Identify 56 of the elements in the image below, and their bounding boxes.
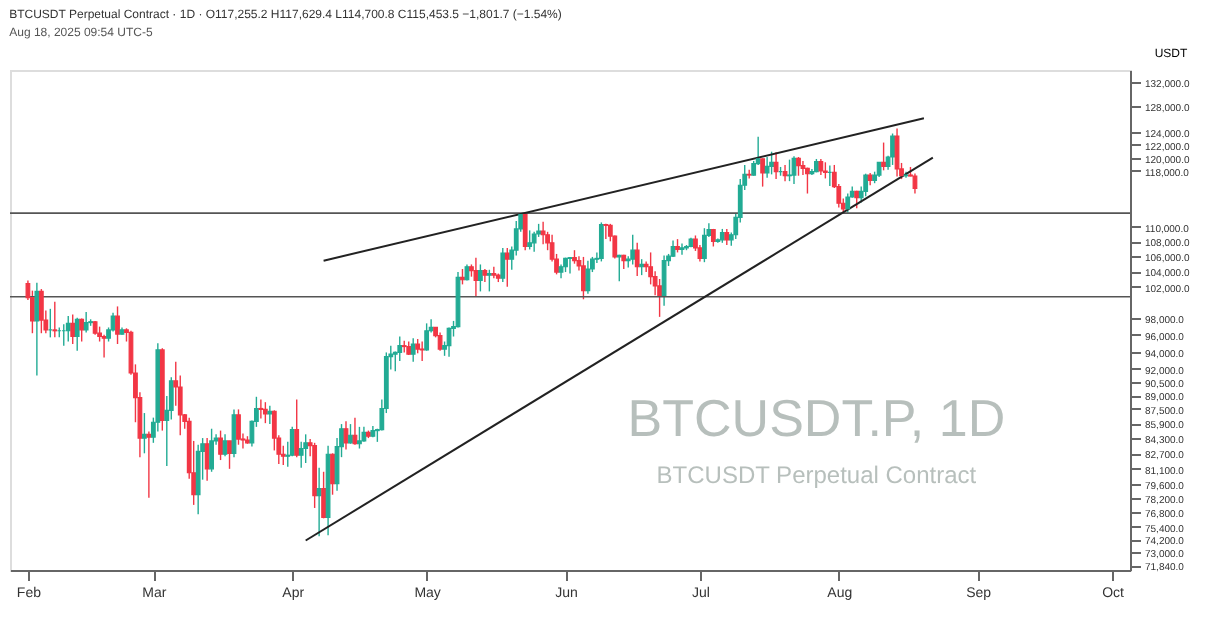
candlestick bbox=[702, 227, 707, 263]
candlestick bbox=[773, 151, 779, 180]
candlestick bbox=[616, 253, 622, 282]
candlestick bbox=[262, 401, 268, 424]
candlestick bbox=[70, 313, 76, 345]
candlestick bbox=[34, 282, 40, 377]
annotation: BTCUSDT.P, 1D bbox=[627, 388, 1006, 448]
candlestick bbox=[598, 221, 604, 263]
candlestick bbox=[531, 231, 537, 253]
candlestick bbox=[101, 334, 107, 359]
candlestick bbox=[769, 151, 774, 176]
candlestick bbox=[630, 234, 636, 266]
candlestick bbox=[209, 428, 214, 473]
candlestick bbox=[473, 256, 479, 297]
candlestick bbox=[657, 278, 662, 318]
candlestick bbox=[142, 412, 147, 455]
candlestick bbox=[115, 305, 120, 345]
candlestick bbox=[294, 398, 300, 458]
candlestick bbox=[267, 405, 273, 425]
candlestick bbox=[679, 242, 685, 256]
candlestick bbox=[845, 192, 851, 214]
candlestick bbox=[500, 247, 506, 283]
candlestick bbox=[348, 423, 353, 445]
candlestick bbox=[764, 156, 770, 179]
candlestick bbox=[79, 317, 85, 343]
candlestick bbox=[603, 223, 609, 240]
candlestick bbox=[881, 141, 886, 172]
candlestick bbox=[585, 259, 591, 295]
candlestick bbox=[83, 311, 89, 334]
candlestick bbox=[634, 242, 640, 277]
candlestick bbox=[890, 132, 895, 166]
candlestick bbox=[38, 288, 44, 334]
candlestick bbox=[424, 322, 430, 352]
candlestick bbox=[796, 156, 801, 177]
candlestick bbox=[491, 266, 497, 279]
annotation: BTCUSDT Perpetual Contract bbox=[656, 461, 978, 489]
candlestick bbox=[218, 429, 223, 461]
candlestick bbox=[298, 441, 304, 469]
candlestick bbox=[258, 398, 264, 420]
candlestick bbox=[321, 471, 326, 520]
candlestick bbox=[330, 452, 335, 496]
candlestick bbox=[787, 158, 792, 182]
candlestick bbox=[146, 430, 152, 499]
candlestick bbox=[74, 316, 80, 352]
candlestick bbox=[567, 256, 573, 275]
candlestick bbox=[527, 229, 533, 251]
candlestick bbox=[236, 408, 241, 446]
candlestick bbox=[805, 166, 810, 195]
candlestick bbox=[303, 433, 309, 464]
candlestick bbox=[437, 331, 443, 352]
candlestick bbox=[478, 263, 483, 293]
candlestick bbox=[195, 444, 201, 515]
candlestick bbox=[661, 254, 667, 307]
candlestick bbox=[227, 440, 232, 470]
candlestick bbox=[540, 221, 546, 245]
candlestick bbox=[357, 426, 362, 450]
